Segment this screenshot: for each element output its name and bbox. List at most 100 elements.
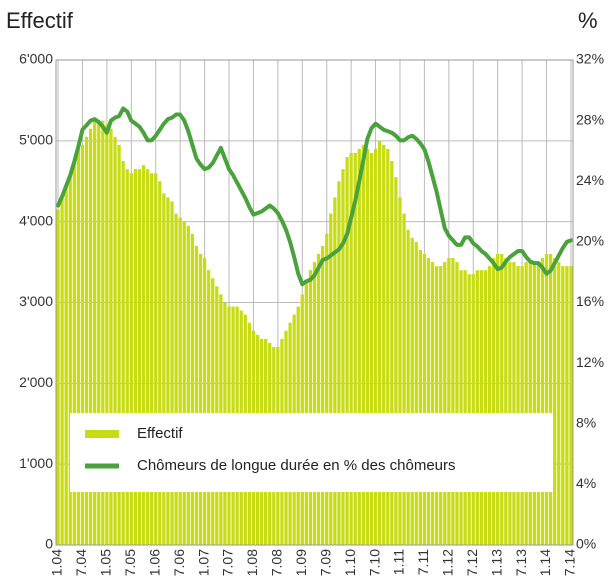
legend-label: Chômeurs de longue durée en % des chômeu…: [137, 457, 456, 474]
x-tick-label: 1.13: [488, 549, 504, 576]
bar: [447, 258, 451, 545]
bar: [369, 152, 374, 546]
y2-tick-label: 12%: [576, 354, 604, 370]
bar: [508, 262, 512, 545]
bar: [137, 169, 142, 545]
bar: [390, 161, 394, 545]
bar: [528, 262, 532, 545]
bar: [382, 144, 386, 545]
x-tick-label: 7.10: [366, 549, 382, 576]
y-tick-label: 6'000: [19, 51, 53, 67]
bar: [516, 266, 520, 545]
bar: [341, 169, 345, 545]
x-tick-label: 1.04: [49, 549, 65, 576]
x-tick-label: 7.08: [269, 549, 285, 576]
bar: [80, 144, 85, 545]
bar: [402, 213, 406, 546]
bar: [479, 270, 484, 545]
x-tick-label: 7.07: [220, 549, 236, 576]
bar: [64, 185, 68, 545]
bar: [190, 233, 195, 545]
y2-tick-label: 8%: [576, 414, 596, 430]
bar: [72, 161, 76, 545]
bar: [349, 152, 353, 546]
y2-tick-label: 16%: [576, 293, 604, 309]
bar: [178, 217, 182, 545]
bar: [418, 249, 422, 546]
y-axis-title: Effectif: [6, 8, 74, 33]
y-tick-label: 5'000: [19, 132, 53, 148]
bar: [154, 173, 158, 545]
bar: [121, 161, 125, 545]
bar: [198, 254, 203, 545]
y2-tick-label: 24%: [576, 172, 604, 188]
bar: [459, 270, 463, 545]
bar: [443, 262, 447, 545]
bar: [109, 128, 113, 546]
x-tick-label: 1.07: [195, 549, 211, 576]
bar: [377, 140, 382, 546]
bar: [316, 254, 321, 545]
bar: [512, 262, 516, 545]
bar: [141, 165, 146, 546]
bar: [84, 136, 89, 545]
bar: [308, 270, 313, 545]
x-tick-label: 7.09: [317, 549, 333, 576]
bar: [182, 221, 186, 545]
x-tick-label: 7.11: [415, 549, 431, 575]
bar: [357, 148, 361, 545]
bar: [105, 124, 109, 546]
bar: [150, 173, 154, 545]
legend-swatch: [85, 430, 119, 438]
plot-frame: [55, 59, 574, 546]
x-tick-label: 1.14: [537, 549, 553, 576]
bar: [422, 254, 427, 545]
y-tick-label: 3'000: [19, 293, 53, 309]
x-tick-label: 1.05: [98, 549, 114, 576]
bar: [186, 225, 190, 546]
bar: [561, 266, 565, 545]
bar: [394, 177, 398, 546]
x-tick-label: 7.12: [464, 549, 480, 576]
y2-tick-label: 4%: [576, 475, 596, 491]
legend: Effectif Chômeurs de longue durée en % de…: [70, 413, 553, 492]
bar: [414, 241, 418, 545]
bar: [524, 262, 528, 545]
x-tick-label: 1.10: [342, 549, 358, 576]
bar: [548, 254, 553, 545]
bar: [88, 128, 93, 546]
bar: [162, 193, 166, 545]
bar: [312, 262, 317, 545]
y-tick-label: 1'000: [19, 455, 53, 471]
bar: [455, 262, 459, 545]
x-tick-label: 7.04: [73, 549, 89, 576]
bar: [386, 148, 390, 545]
bar: [434, 266, 439, 545]
x-tick-label: 1.08: [244, 549, 260, 576]
y2-tick-label: 32%: [576, 51, 604, 67]
line: [56, 106, 573, 287]
bar: [117, 144, 121, 545]
x-tick-label: 1.09: [293, 549, 309, 576]
bar: [133, 169, 138, 545]
bar: [504, 258, 508, 545]
bar: [60, 197, 64, 545]
bar: [333, 197, 337, 545]
y2-tick-label: 28%: [576, 111, 604, 127]
bar: [373, 148, 378, 545]
bar: [463, 270, 467, 545]
bar: [93, 120, 97, 545]
y-tick-label: 2'000: [19, 374, 53, 390]
bar: [113, 136, 117, 545]
bar: [353, 152, 357, 546]
bar: [536, 262, 541, 545]
y-tick-label: 0: [45, 536, 53, 552]
bar: [129, 173, 133, 545]
bar: [97, 120, 101, 545]
x-tick-label: 1.11: [391, 549, 407, 575]
x-tick-label: 7.05: [122, 549, 138, 576]
bar: [329, 213, 333, 546]
bar: [101, 120, 105, 545]
bar: [544, 254, 549, 545]
